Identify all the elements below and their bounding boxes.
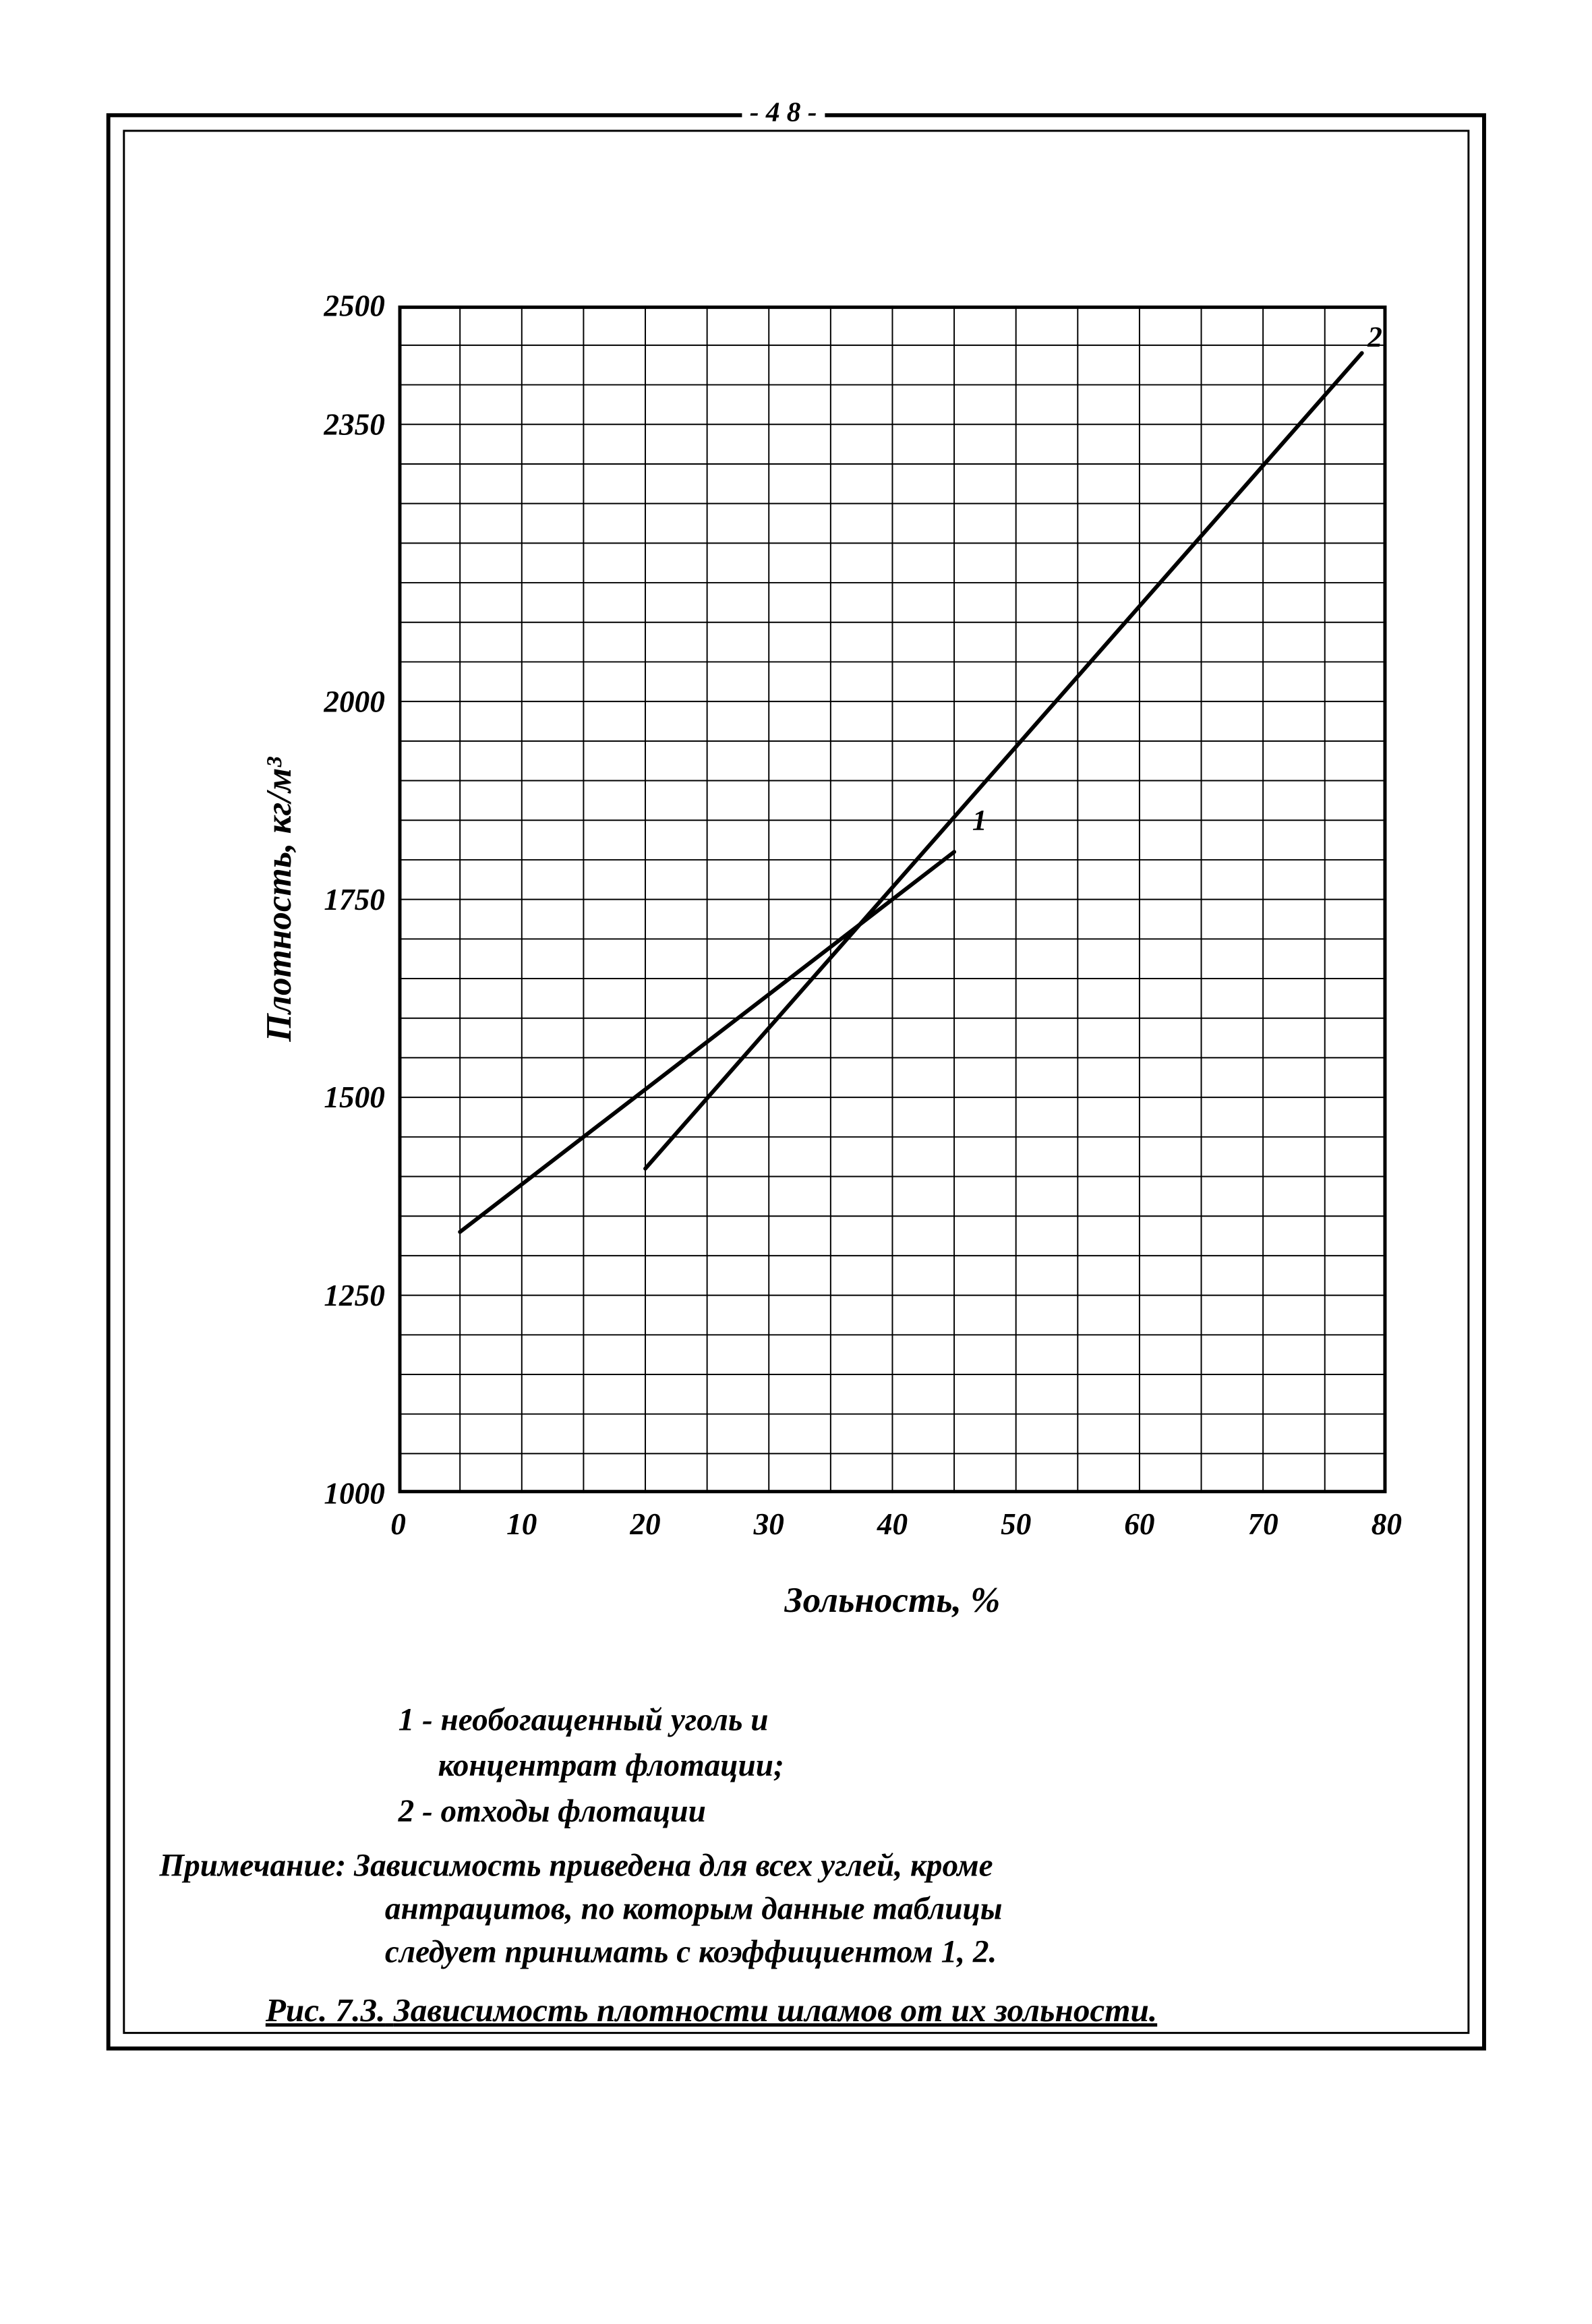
x-tick-label: 80: [1372, 1507, 1402, 1542]
legend-prefix-2: 2 -: [399, 1793, 433, 1828]
x-tick-label: 0: [390, 1507, 406, 1542]
y-axis-label: Плотность, кг/м³: [258, 757, 299, 1042]
legend: 1 - необогащенный уголь и концентрат фло…: [239, 1699, 1433, 1836]
caption-text: Зависимость плотности шламов от их зольн…: [394, 1992, 1157, 2029]
figure-caption: Рис. 7.3. Зависимость плотности шламов о…: [266, 1991, 1440, 2029]
legend-item-1-line1: 1 - необогащенный уголь и: [239, 1699, 1433, 1742]
series-label: 2: [1367, 320, 1382, 353]
x-tick-label: 20: [630, 1507, 660, 1542]
x-tick-label: 70: [1248, 1507, 1278, 1542]
page: - 4 8 - Плотность, кг/м³ Зольность, % 10…: [13, 27, 1553, 2260]
note: Примечание: Зависимость приведена для вс…: [159, 1844, 1452, 1973]
y-tick-label: 1750: [324, 882, 385, 917]
y-tick-label: 2500: [324, 288, 385, 323]
series-label: 1: [972, 803, 987, 837]
x-tick-label: 50: [1001, 1507, 1031, 1542]
legend-item-1-line2: концентрат флотации;: [239, 1745, 1433, 1788]
y-tick-label: 2000: [324, 684, 385, 719]
x-tick-label: 40: [877, 1507, 908, 1542]
x-tick-label: 60: [1124, 1507, 1154, 1542]
y-tick-label: 1250: [324, 1278, 385, 1313]
chart: Плотность, кг/м³ Зольность, % 1000125015…: [399, 306, 1387, 1493]
y-tick-label: 1000: [324, 1476, 385, 1511]
legend-text-1a: необогащенный уголь и: [441, 1702, 769, 1737]
caption-prefix: Рис. 7.3.: [266, 1992, 386, 2029]
y-tick-label: 1500: [324, 1080, 385, 1115]
x-axis-label: Зольность, %: [785, 1579, 1001, 1621]
note-prefix: Примечание:: [159, 1848, 346, 1883]
note-line3: следует принимать с коэффициентом 1, 2.: [159, 1931, 1452, 1974]
x-tick-label: 30: [754, 1507, 784, 1542]
page-number: - 4 8 -: [742, 96, 825, 128]
x-tick-label: 10: [506, 1507, 537, 1542]
legend-text-2: отходы флотации: [441, 1793, 706, 1828]
note-line1: Примечание: Зависимость приведена для вс…: [159, 1844, 1452, 1888]
note-text1: Зависимость приведена для всех углей, кр…: [354, 1848, 993, 1883]
note-line2: антрацитов, по которым данные таблицы: [159, 1888, 1452, 1931]
legend-prefix-1: 1 -: [399, 1702, 433, 1737]
y-tick-label: 2350: [324, 407, 385, 442]
legend-item-2: 2 - отходы флотации: [239, 1790, 1433, 1833]
chart-border: [399, 306, 1387, 1493]
